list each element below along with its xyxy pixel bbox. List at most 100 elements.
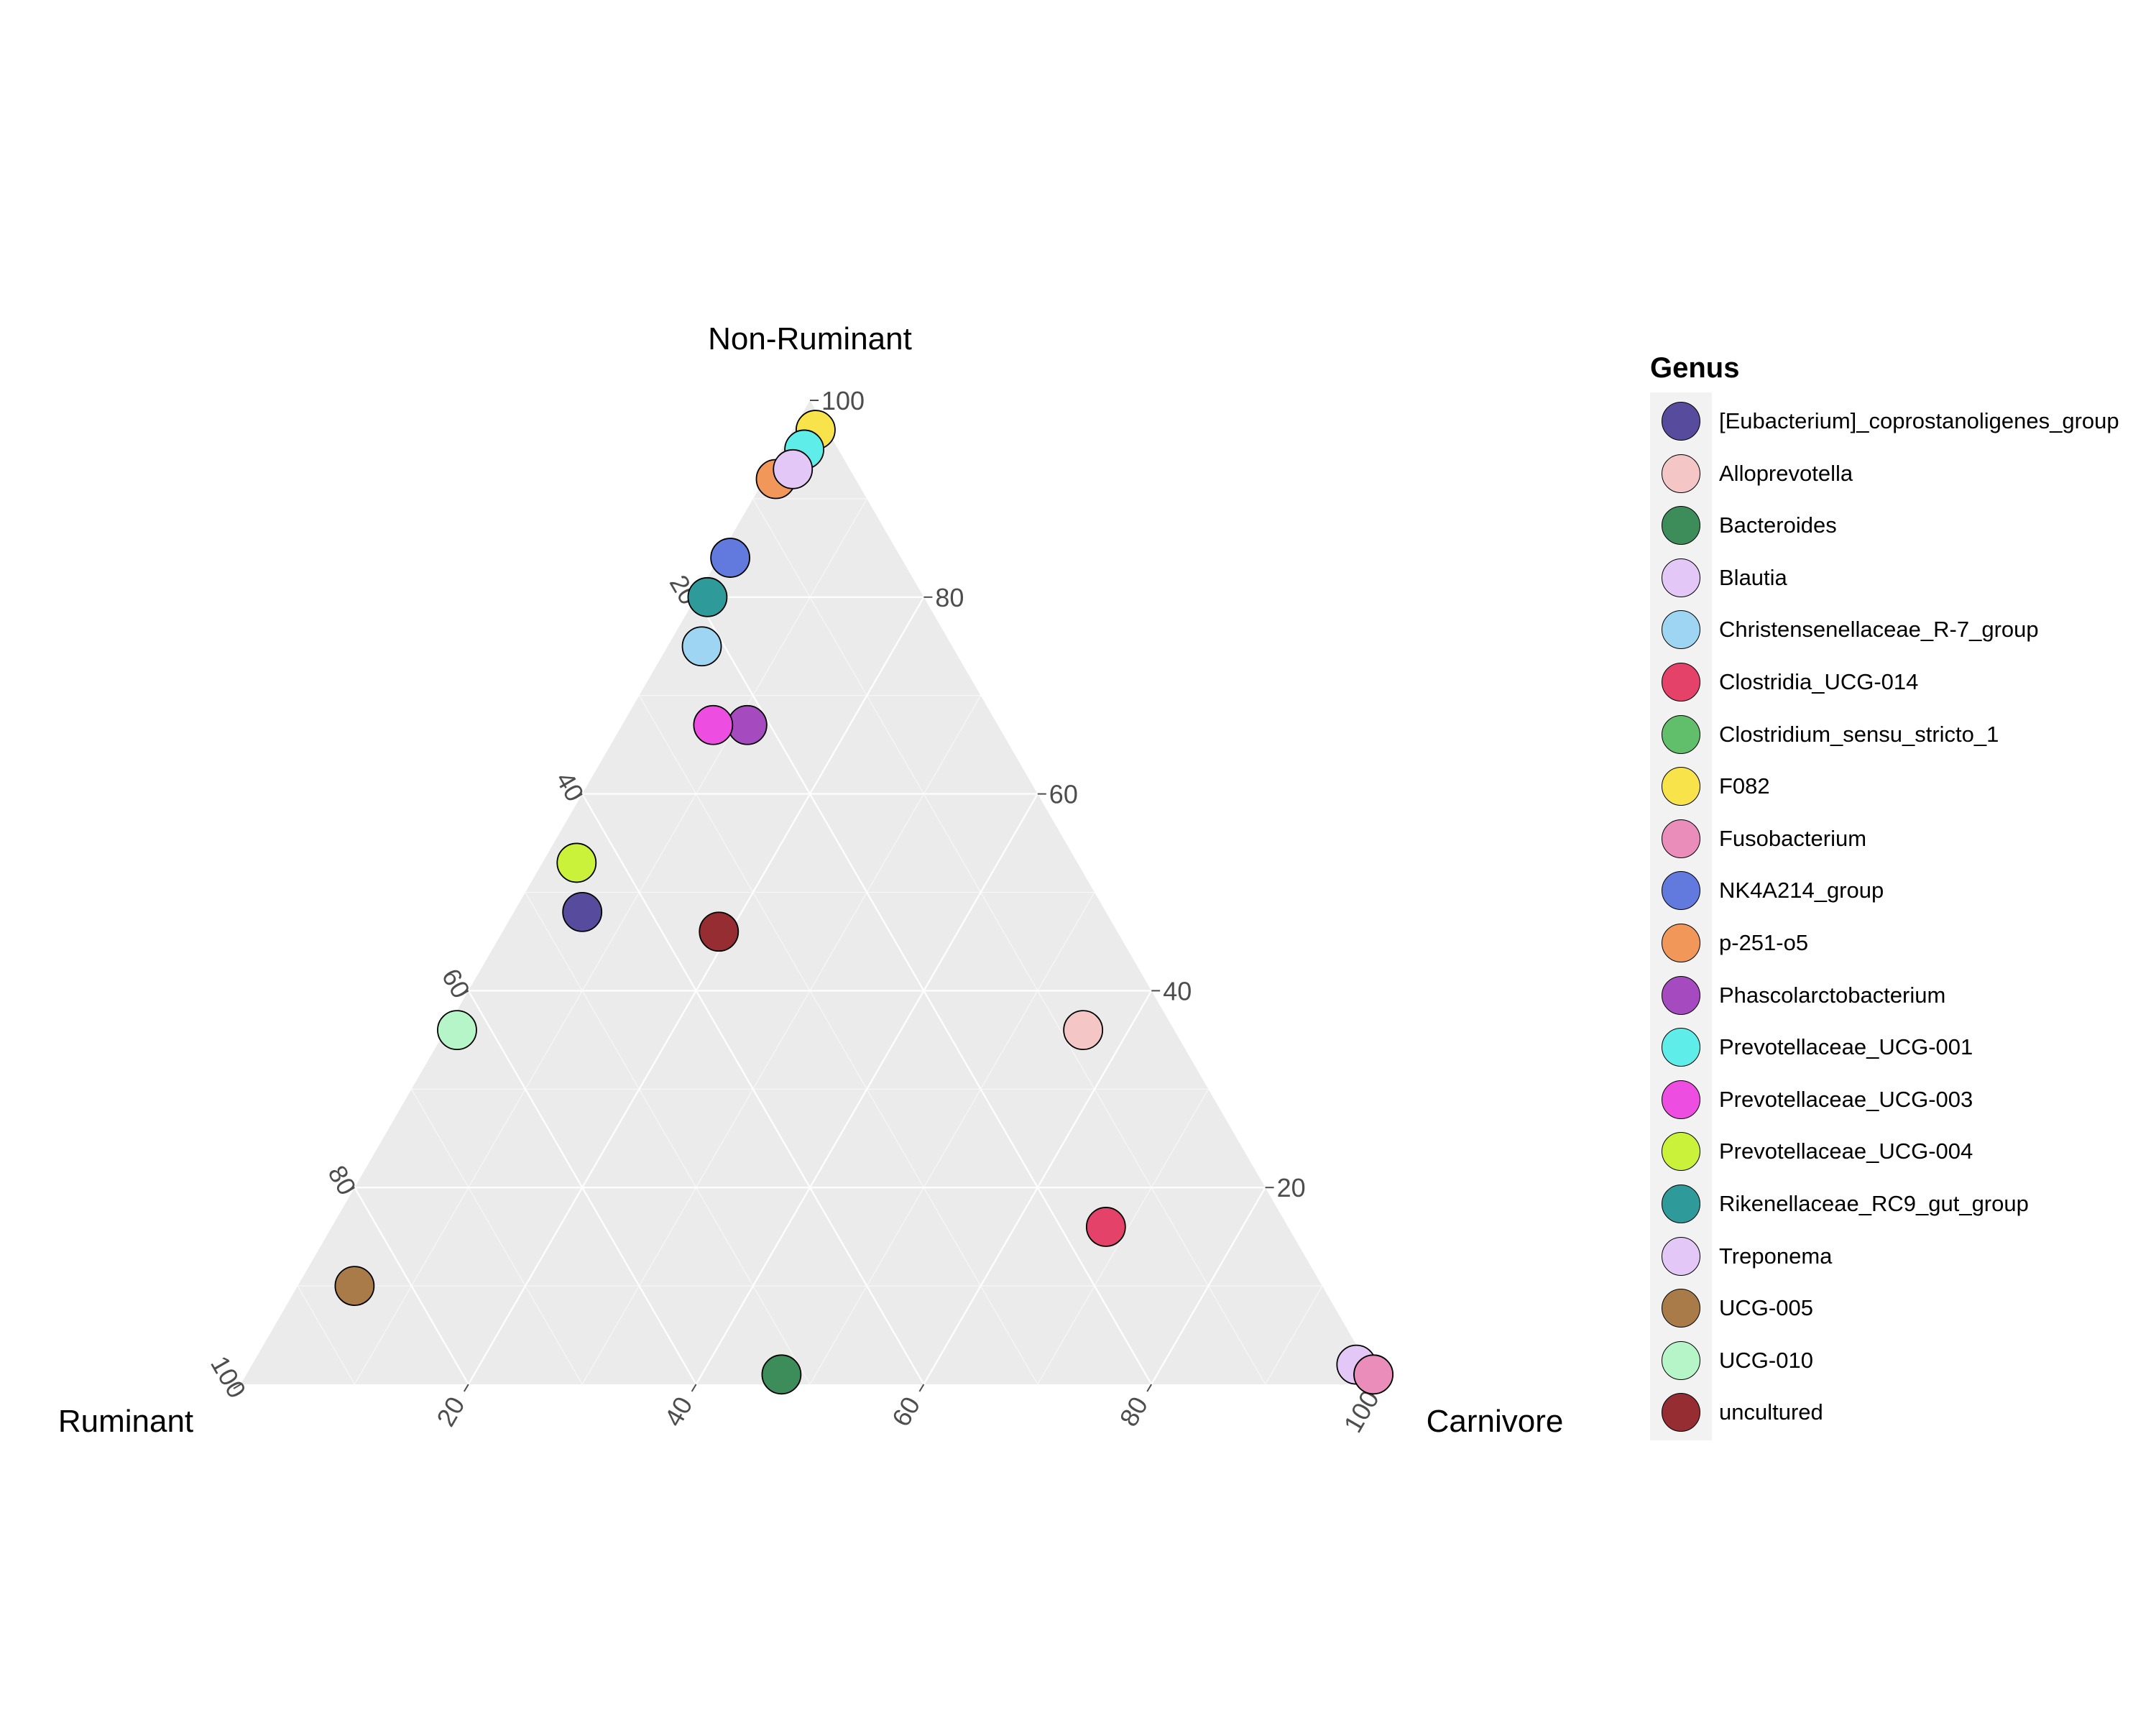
legend-label: p-251-o5 [1719, 929, 1809, 955]
legend-key-icon [1662, 1184, 1700, 1223]
legend-item: UCG-005 [1650, 1282, 1813, 1335]
legend-item: Fusobacterium [1650, 813, 1866, 865]
data-point [1085, 1207, 1126, 1247]
legend-item: F082 [1650, 760, 1770, 813]
tick-mark [233, 1384, 241, 1389]
legend-key-icon [1662, 1132, 1700, 1172]
tick-label-non-ruminant: 100 [821, 386, 865, 415]
legend-key-icon [1662, 871, 1700, 911]
legend-keys: [Eubacterium]_coprostanoligenes_group All… [1650, 392, 2119, 1440]
legend-item: [Eubacterium]_coprostanoligenes_group [1650, 395, 2119, 448]
legend-label: F082 [1719, 773, 1770, 799]
gridline-ruminant [411, 1088, 583, 1385]
gridline-ruminant [638, 695, 1038, 1385]
data-point [556, 842, 597, 883]
legend-key-icon [1662, 767, 1700, 806]
legend-key-icon [1662, 506, 1700, 546]
data-point [1063, 1010, 1104, 1051]
tick-label-non-ruminant: 20 [1277, 1173, 1306, 1202]
data-point [1353, 1354, 1393, 1395]
legend-label: Prevotellaceae_UCG-004 [1719, 1138, 1973, 1164]
legend-key-icon [1662, 975, 1700, 1015]
legend-item: Clostridium_sensu_stricto_1 [1650, 709, 1999, 761]
tick-mark [574, 793, 583, 799]
gridline-carnivore [809, 892, 1095, 1385]
tick-mark [346, 1187, 355, 1193]
legend-item: Alloprevotella [1650, 448, 1853, 500]
axis-label-left: Ruminant [58, 1404, 193, 1439]
tick-mark [918, 1384, 925, 1392]
legend-label: Phascolarctobacterium [1719, 982, 1946, 1008]
gridline-carnivore [581, 695, 982, 1385]
tick-label-ruminant: 100 [205, 1351, 252, 1403]
legend-key-icon [1662, 714, 1700, 754]
data-point [773, 448, 814, 489]
legend-key-icon [1662, 454, 1700, 493]
data-point [562, 891, 603, 932]
legend-label: UCG-010 [1719, 1347, 1813, 1373]
legend-item: Bacteroides [1650, 500, 1837, 552]
gridlines [297, 498, 1323, 1385]
legend-label: Prevotellaceae_UCG-001 [1719, 1034, 1973, 1060]
legend-key-icon [1662, 662, 1700, 702]
data-point [334, 1266, 375, 1306]
data-point [687, 576, 728, 617]
legend-item: UCG-010 [1650, 1335, 1813, 1387]
gridline-carnivore [1265, 1285, 1323, 1385]
gridline-ruminant [297, 1285, 355, 1385]
legend-item: Christensenellaceae_R-7_group [1650, 604, 2039, 656]
legend-item: Treponema [1650, 1230, 1832, 1283]
legend-label: Treponema [1719, 1243, 1833, 1269]
legend-key-icon [1662, 819, 1700, 858]
legend-key-icon [1662, 1340, 1700, 1380]
legend-label: Alloprevotella [1719, 460, 1853, 486]
legend-item: Rikenellaceae_RC9_gut_group [1650, 1178, 2029, 1230]
legend-label: Christensenellaceae_R-7_group [1719, 617, 2039, 643]
tick-mark [463, 1384, 469, 1392]
tick-label-non-ruminant: 60 [1049, 780, 1078, 809]
legend-key-icon [1662, 923, 1700, 962]
legend-key-icon [1662, 1393, 1700, 1432]
legend-label: uncultured [1719, 1399, 1823, 1425]
data-point [437, 1010, 477, 1051]
legend-label: Fusobacterium [1719, 825, 1867, 851]
legend-item: uncultured [1650, 1386, 1823, 1439]
legend-key-icon [1662, 610, 1700, 650]
axis-label-right: Carnivore [1427, 1404, 1564, 1439]
legend-item: Phascolarctobacterium [1650, 970, 1945, 1022]
legend-item: Prevotellaceae_UCG-004 [1650, 1126, 1973, 1178]
legend-item: Blautia [1650, 552, 1787, 604]
tick-label-non-ruminant: 40 [1163, 976, 1192, 1006]
legend-label: NK4A214_group [1719, 878, 1884, 903]
data-point [710, 538, 751, 578]
legend-title: Genus [1650, 352, 1740, 384]
tick-mark [1146, 1384, 1153, 1392]
tick-label-carnivore: 60 [886, 1392, 926, 1431]
legend-item: Prevotellaceae_UCG-003 [1650, 1074, 1973, 1126]
data-point [693, 704, 734, 745]
legend-label: Bacteroides [1719, 512, 1837, 538]
legend-label: Prevotellaceae_UCG-003 [1719, 1086, 1973, 1112]
tick-label-carnivore: 20 [430, 1392, 471, 1431]
gridline-carnivore [1151, 1187, 1266, 1385]
legend-item: Clostridia_UCG-014 [1650, 656, 1918, 709]
legend-label: Blautia [1719, 564, 1787, 590]
legend-key-icon [1662, 1028, 1700, 1067]
gridline-carnivore [354, 498, 867, 1385]
legend-item: Prevotellaceae_UCG-001 [1650, 1021, 1973, 1074]
legend-label: [Eubacterium]_coprostanoligenes_group [1719, 408, 2119, 433]
legend-key-icon [1662, 1289, 1700, 1328]
data-point [727, 704, 768, 745]
gridline-carnivore [923, 990, 1153, 1385]
legend-label: UCG-005 [1719, 1295, 1813, 1321]
legend-label: Clostridium_sensu_stricto_1 [1719, 721, 1999, 747]
legend-key-icon [1662, 1080, 1700, 1119]
gridline-ruminant [752, 498, 1266, 1385]
data-point [681, 626, 722, 667]
legend-key-icon [1662, 402, 1700, 441]
data-point [699, 911, 740, 952]
legend-item: p-251-o5 [1650, 917, 1808, 970]
legend-label: Rikenellaceae_RC9_gut_group [1719, 1190, 2029, 1216]
tick-mark [461, 990, 469, 996]
